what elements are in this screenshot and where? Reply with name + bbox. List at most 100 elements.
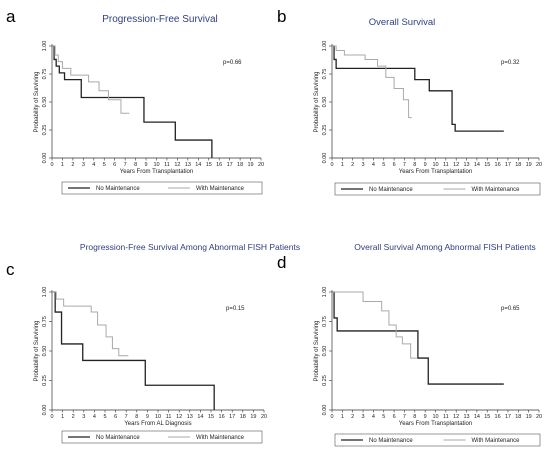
x-tick-label: 19	[526, 162, 532, 168]
x-tick-label: 8	[413, 414, 416, 420]
p-value: p=0.65	[501, 306, 520, 312]
x-tick-label: 11	[164, 162, 170, 168]
x-tick-label: 19	[247, 162, 253, 168]
x-tick-label: 18	[515, 162, 521, 168]
x-tick-label: 5	[382, 162, 385, 168]
y-tick-label: 0.00	[42, 153, 48, 164]
x-tick-label: 0	[330, 414, 333, 420]
x-tick-label: 7	[403, 414, 406, 420]
x-tick-label: 16	[495, 162, 501, 168]
series-line-with-maintenance	[52, 291, 129, 357]
chart-panel-d: d Overall Survival Among Abnormal FISH Pa…	[277, 242, 542, 447]
legend-label: With Maintenance	[196, 435, 245, 441]
x-tick-label: 1	[341, 162, 344, 168]
y-tick-label: 1.00	[322, 287, 328, 298]
x-tick-label: 5	[103, 162, 106, 168]
y-tick-label: 0.25	[322, 125, 328, 136]
x-tick-label: 11	[443, 414, 449, 420]
chart-title: Overall Survival Among Abnormal FISH Pat…	[354, 242, 535, 252]
x-tick-label: 4	[372, 414, 375, 420]
x-tick-label: 0	[50, 162, 53, 168]
y-tick-label: 0.75	[42, 316, 48, 327]
x-tick-label: 10	[432, 414, 438, 420]
x-tick-label: 3	[362, 414, 365, 420]
y-tick-label: 0.25	[42, 375, 48, 386]
x-axis-label: Years From Transplantation	[120, 169, 193, 175]
x-tick-label: 4	[92, 162, 95, 168]
y-tick-label: 0.75	[322, 69, 328, 80]
panel-letter: c	[6, 260, 15, 279]
x-tick-label: 2	[71, 162, 74, 168]
chart-panel-c: c Progression-Free Survival Among Abnorma…	[6, 242, 300, 444]
legend-label: No Maintenance	[96, 435, 140, 441]
x-tick-label: 9	[146, 414, 149, 420]
legend-label: No Maintenance	[96, 186, 140, 192]
x-tick-label: 7	[124, 162, 127, 168]
x-tick-label: 4	[93, 414, 96, 420]
x-tick-label: 15	[208, 414, 214, 420]
x-tick-label: 1	[341, 414, 344, 420]
x-tick-label: 13	[185, 162, 191, 168]
x-tick-label: 14	[197, 414, 203, 420]
x-tick-label: 17	[227, 162, 233, 168]
x-tick-label: 1	[61, 414, 64, 420]
x-tick-label: 10	[432, 162, 438, 168]
x-tick-label: 3	[82, 414, 85, 420]
x-tick-label: 0	[330, 162, 333, 168]
x-tick-label: 9	[424, 414, 427, 420]
panel-letter: a	[6, 7, 16, 26]
x-tick-label: 5	[103, 414, 106, 420]
x-tick-label: 11	[443, 162, 449, 168]
x-tick-label: 2	[351, 162, 354, 168]
panel-letter: d	[277, 253, 286, 272]
x-tick-label: 6	[113, 162, 116, 168]
x-tick-label: 8	[134, 162, 137, 168]
x-axis-label: Years From Transplantation	[399, 421, 472, 427]
y-tick-label: 0.50	[322, 97, 328, 108]
chart-title: Progression-Free Survival	[102, 14, 218, 25]
legend-label: No Maintenance	[369, 187, 413, 193]
series-line-with-maintenance	[52, 45, 130, 114]
x-tick-label: 15	[484, 414, 490, 420]
x-tick-label: 14	[195, 162, 201, 168]
legend-box	[61, 181, 263, 195]
x-tick-label: 12	[174, 162, 180, 168]
x-tick-label: 20	[261, 414, 267, 420]
x-tick-label: 8	[413, 162, 416, 168]
series-line-no-maintenance	[332, 45, 504, 132]
x-tick-label: 13	[463, 414, 469, 420]
x-tick-label: 18	[240, 414, 246, 420]
x-tick-label: 3	[362, 162, 365, 168]
p-value: p=0.66	[223, 60, 242, 66]
p-value: p=0.32	[501, 60, 520, 66]
x-tick-label: 20	[258, 162, 264, 168]
x-tick-label: 17	[505, 414, 511, 420]
y-tick-label: 0.75	[42, 69, 48, 80]
x-tick-label: 13	[463, 162, 469, 168]
x-tick-label: 16	[219, 414, 225, 420]
series-line-no-maintenance	[52, 45, 213, 158]
x-tick-label: 14	[474, 162, 480, 168]
x-tick-label: 2	[72, 414, 75, 420]
chart-title: Progression-Free Survival Among Abnormal…	[80, 242, 300, 252]
x-tick-label: 6	[393, 162, 396, 168]
series-line-with-maintenance	[332, 45, 412, 119]
x-tick-label: 18	[515, 414, 521, 420]
x-tick-label: 4	[372, 162, 375, 168]
legend-label: With Maintenance	[472, 187, 521, 193]
chart-title: Overall Survival	[369, 17, 436, 28]
x-tick-label: 12	[453, 414, 459, 420]
x-tick-label: 13	[187, 414, 193, 420]
y-tick-label: 1.00	[42, 287, 48, 298]
x-tick-label: 16	[216, 162, 222, 168]
y-axis-label: Probability of Surviving	[314, 71, 320, 132]
legend-label: With Maintenance	[472, 438, 521, 444]
legend-box	[61, 430, 263, 444]
y-tick-label: 0.50	[42, 346, 48, 357]
x-tick-label: 9	[145, 162, 148, 168]
x-tick-label: 6	[114, 414, 117, 420]
x-tick-label: 17	[505, 162, 511, 168]
x-tick-label: 16	[495, 414, 501, 420]
x-tick-label: 5	[382, 414, 385, 420]
